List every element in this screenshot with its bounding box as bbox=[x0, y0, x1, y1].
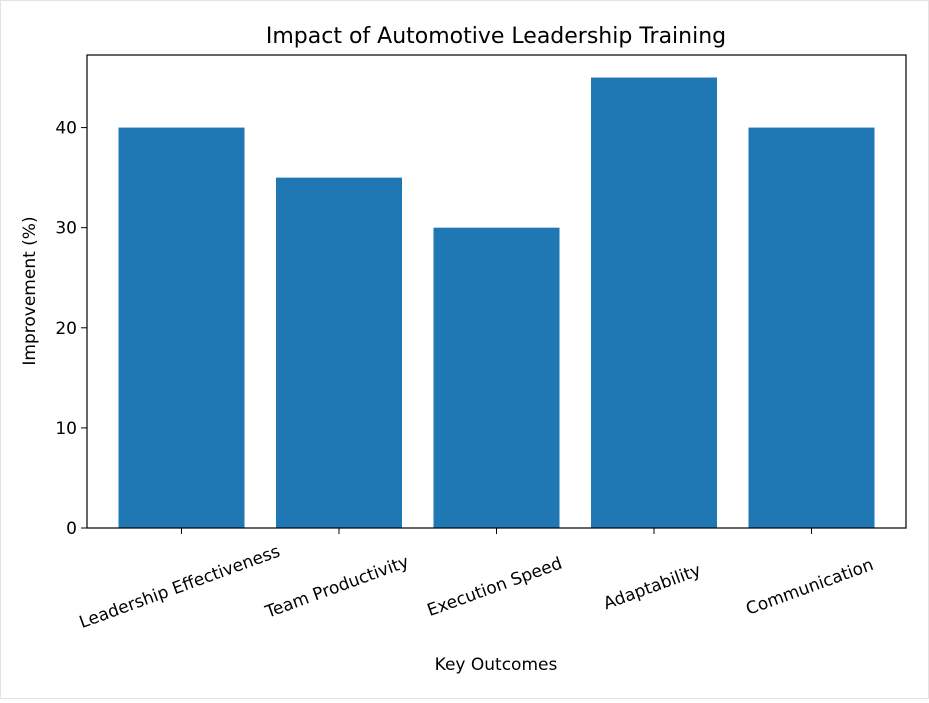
bar bbox=[433, 227, 560, 528]
y-tick-label: 20 bbox=[55, 319, 77, 339]
x-tick-label: Communication bbox=[743, 555, 876, 620]
bar bbox=[748, 127, 875, 528]
y-axis-label: Improvement (%) bbox=[20, 216, 40, 365]
y-tick-label: 40 bbox=[55, 119, 77, 139]
x-axis-label: Key Outcomes bbox=[435, 655, 558, 675]
bar bbox=[118, 127, 245, 528]
chart-title: Impact of Automotive Leadership Training bbox=[266, 24, 726, 49]
x-tick-label: Team Productivity bbox=[262, 552, 412, 623]
x-tick-label: Execution Speed bbox=[425, 554, 565, 621]
y-tick-label: 10 bbox=[55, 419, 77, 439]
bar bbox=[591, 77, 717, 529]
x-tick-label: Leadership Effectiveness bbox=[77, 542, 283, 633]
x-tick-label: Adaptability bbox=[601, 560, 704, 614]
bar bbox=[276, 177, 402, 528]
y-tick-label: 30 bbox=[55, 219, 77, 239]
y-tick-label: 0 bbox=[66, 519, 77, 539]
